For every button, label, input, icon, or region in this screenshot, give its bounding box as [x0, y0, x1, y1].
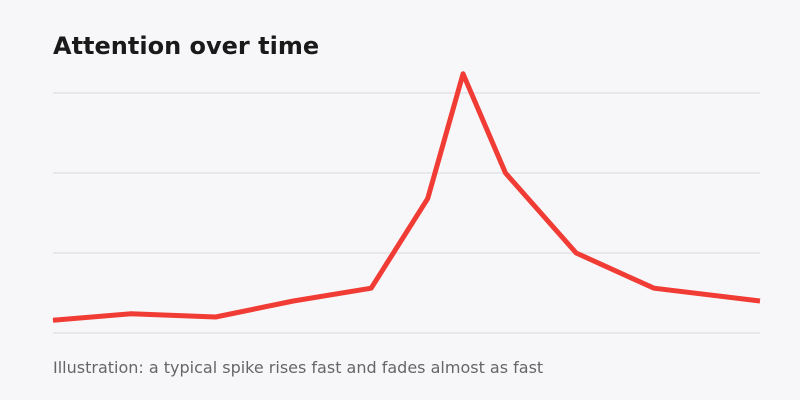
chart-note: Illustration: a typical spike rises fast…: [53, 358, 543, 377]
chart-title: Attention over time: [53, 32, 319, 60]
line-series: [52, 71, 761, 323]
